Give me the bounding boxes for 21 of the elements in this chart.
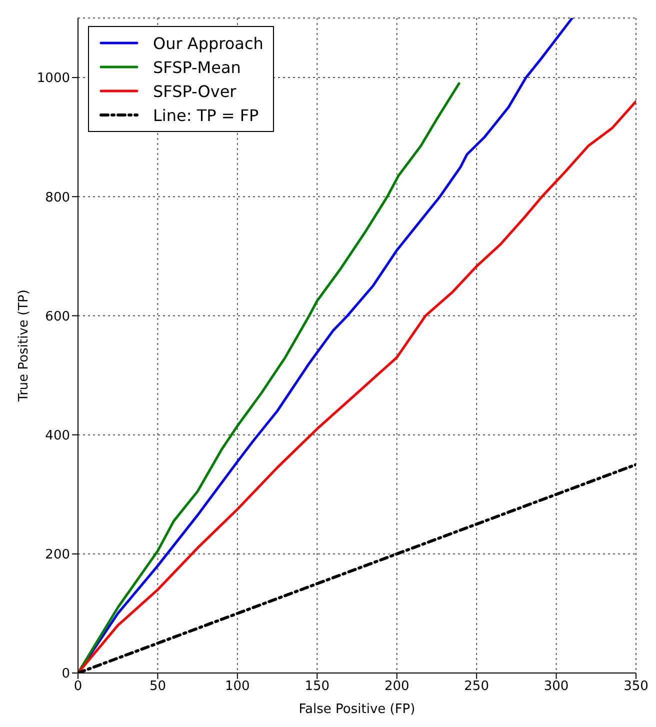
line-series — [78, 82, 460, 673]
y-tick-label: 600 — [45, 309, 70, 324]
x-tick-label: 200 — [384, 679, 410, 694]
legend-label: SFSP-Mean — [153, 58, 241, 76]
x-tick-label: 50 — [149, 679, 166, 694]
y-tick-label: 1000 — [36, 71, 70, 86]
x-tick-label: 250 — [464, 679, 489, 694]
y-axis-title: True Positive (TP) — [16, 290, 32, 402]
legend-label: SFSP-Over — [153, 82, 236, 100]
legend-label: Our Approach — [153, 34, 264, 52]
y-tick-label: 800 — [45, 190, 70, 206]
y-tick-label: 400 — [45, 428, 70, 444]
legend-label: Line: TP = FP — [153, 106, 259, 124]
x-tick-label: 300 — [544, 679, 569, 694]
y-tick-label: 200 — [45, 548, 70, 563]
x-tick-label: 150 — [304, 679, 330, 694]
x-axis-title: False Positive (FP) — [298, 702, 416, 717]
x-tick-label: 100 — [225, 679, 250, 694]
y-tick-label: 0 — [62, 666, 70, 682]
x-tick-label: 350 — [624, 679, 648, 694]
x-tick-label: 0 — [74, 679, 82, 694]
